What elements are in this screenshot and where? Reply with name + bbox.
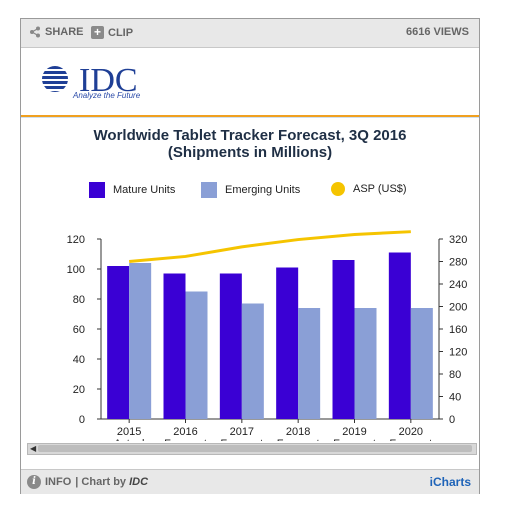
legend-label-mature: Mature Units <box>113 184 176 196</box>
bar-emerging <box>410 308 433 419</box>
legend-label-emerging: Emerging Units <box>225 184 301 196</box>
bar-mature <box>163 273 186 419</box>
legend-item-asp[interactable]: ASP (US$) <box>331 182 407 196</box>
bar-mature <box>219 273 242 419</box>
bar-emerging <box>241 303 264 419</box>
chart-by-text: | Chart by IDC <box>75 476 148 488</box>
y-left-tick-label: 40 <box>73 354 85 366</box>
horizontal-scrollbar[interactable]: ◀ <box>27 443 477 455</box>
idc-globe-icon <box>35 66 75 92</box>
icharts-brand-text: iCharts <box>429 475 471 489</box>
x-tick-label: 2017 <box>230 426 254 438</box>
y-right-tick-label: 160 <box>449 324 467 336</box>
x-tick-label: 2016 <box>173 426 197 438</box>
bar-emerging <box>129 263 152 419</box>
x-tick-sublabel: Forecast <box>333 438 376 441</box>
y-left-tick-label: 120 <box>67 234 85 246</box>
info-icon: i <box>27 475 41 489</box>
bottom-toolbar: i INFO | Chart by IDC iCharts <box>21 469 479 494</box>
chart-widget: SHARE + CLIP 6616 VIEWS IDC Analyze the … <box>20 18 480 494</box>
share-button[interactable]: SHARE <box>29 26 84 38</box>
clip-label: CLIP <box>108 26 134 39</box>
views-count: 6616 VIEWS <box>406 26 469 38</box>
scroll-left-icon[interactable]: ◀ <box>30 444 37 453</box>
x-tick-sublabel: Forecast <box>164 438 207 441</box>
x-tick-label: 2019 <box>342 426 366 438</box>
share-icon <box>30 26 40 38</box>
chart-by-name: IDC <box>129 476 149 488</box>
y-right-tick-label: 120 <box>449 347 467 359</box>
plus-icon: + <box>91 26 104 39</box>
x-tick-sublabel: Actual <box>114 438 145 441</box>
legend-item-mature[interactable]: Mature Units <box>89 182 175 198</box>
y-right-tick-label: 200 <box>449 302 467 314</box>
x-tick-sublabel: Forecast <box>389 438 432 441</box>
legend-swatch-asp <box>331 182 345 196</box>
y-left-tick-label: 20 <box>73 384 85 396</box>
bar-emerging <box>354 308 377 419</box>
y-right-tick-label: 80 <box>449 369 461 381</box>
logo-text: IDC <box>79 62 138 99</box>
legend-item-emerging[interactable]: Emerging Units <box>201 182 300 198</box>
x-tick-label: 2015 <box>117 426 141 438</box>
bar-mature <box>388 252 411 419</box>
legend-swatch-emerging <box>201 182 217 198</box>
bar-mature <box>332 260 355 419</box>
y-right-tick-label: 40 <box>449 392 461 404</box>
asp-line <box>129 230 411 263</box>
chart-plot: 0 20 40 60 80 100 120 0 40 80 120 160 200 240 280 320 20… <box>67 230 467 441</box>
icharts-brand[interactable]: iCharts <box>430 475 471 489</box>
top-toolbar: SHARE + CLIP 6616 VIEWS <box>21 19 479 48</box>
idc-logo: IDC <box>35 62 138 99</box>
x-tick-label: 2020 <box>399 426 423 438</box>
y-right-tick-label: 320 <box>449 234 467 246</box>
share-label: SHARE <box>45 26 84 38</box>
y-right-tick-label: 240 <box>449 279 467 291</box>
header-rule <box>21 115 479 117</box>
bar-emerging <box>185 291 208 419</box>
y-left-tick-label: 100 <box>67 264 85 276</box>
x-tick-sublabel: Forecast <box>277 438 320 441</box>
legend-swatch-mature <box>89 182 105 198</box>
x-tick-sublabel: Forecast <box>220 438 263 441</box>
chart-title-line1: Worldwide Tablet Tracker Forecast, 3Q 20… <box>93 127 407 144</box>
bar-mature <box>276 267 299 419</box>
y-left-tick-label: 0 <box>79 414 85 426</box>
y-right-tick-label: 280 <box>449 257 467 269</box>
info-button[interactable]: i INFO | Chart by IDC <box>27 475 148 489</box>
legend-label-asp: ASP (US$) <box>353 183 407 195</box>
scrollbar-thumb[interactable] <box>38 445 472 452</box>
chart-legend: Mature Units Emerging Units ASP (US$) <box>21 182 479 198</box>
logo-tagline: Analyze the Future <box>73 91 141 100</box>
x-tick-label: 2018 <box>286 426 310 438</box>
chart-by-prefix: | Chart by <box>75 476 127 488</box>
y-left-tick-label: 60 <box>73 324 85 336</box>
y-right-tick-label: 0 <box>449 414 455 426</box>
header-rule-shadow <box>21 117 479 118</box>
clip-button[interactable]: + CLIP <box>91 26 133 39</box>
bar-mature <box>107 266 130 419</box>
bar-emerging <box>298 308 321 419</box>
info-label: INFO <box>45 476 72 488</box>
y-left-tick-label: 80 <box>73 294 85 306</box>
chart-title-line2: (Shipments in Millions) <box>167 144 333 161</box>
chart-title: Worldwide Tablet Tracker Forecast, 3Q 20… <box>21 127 479 161</box>
